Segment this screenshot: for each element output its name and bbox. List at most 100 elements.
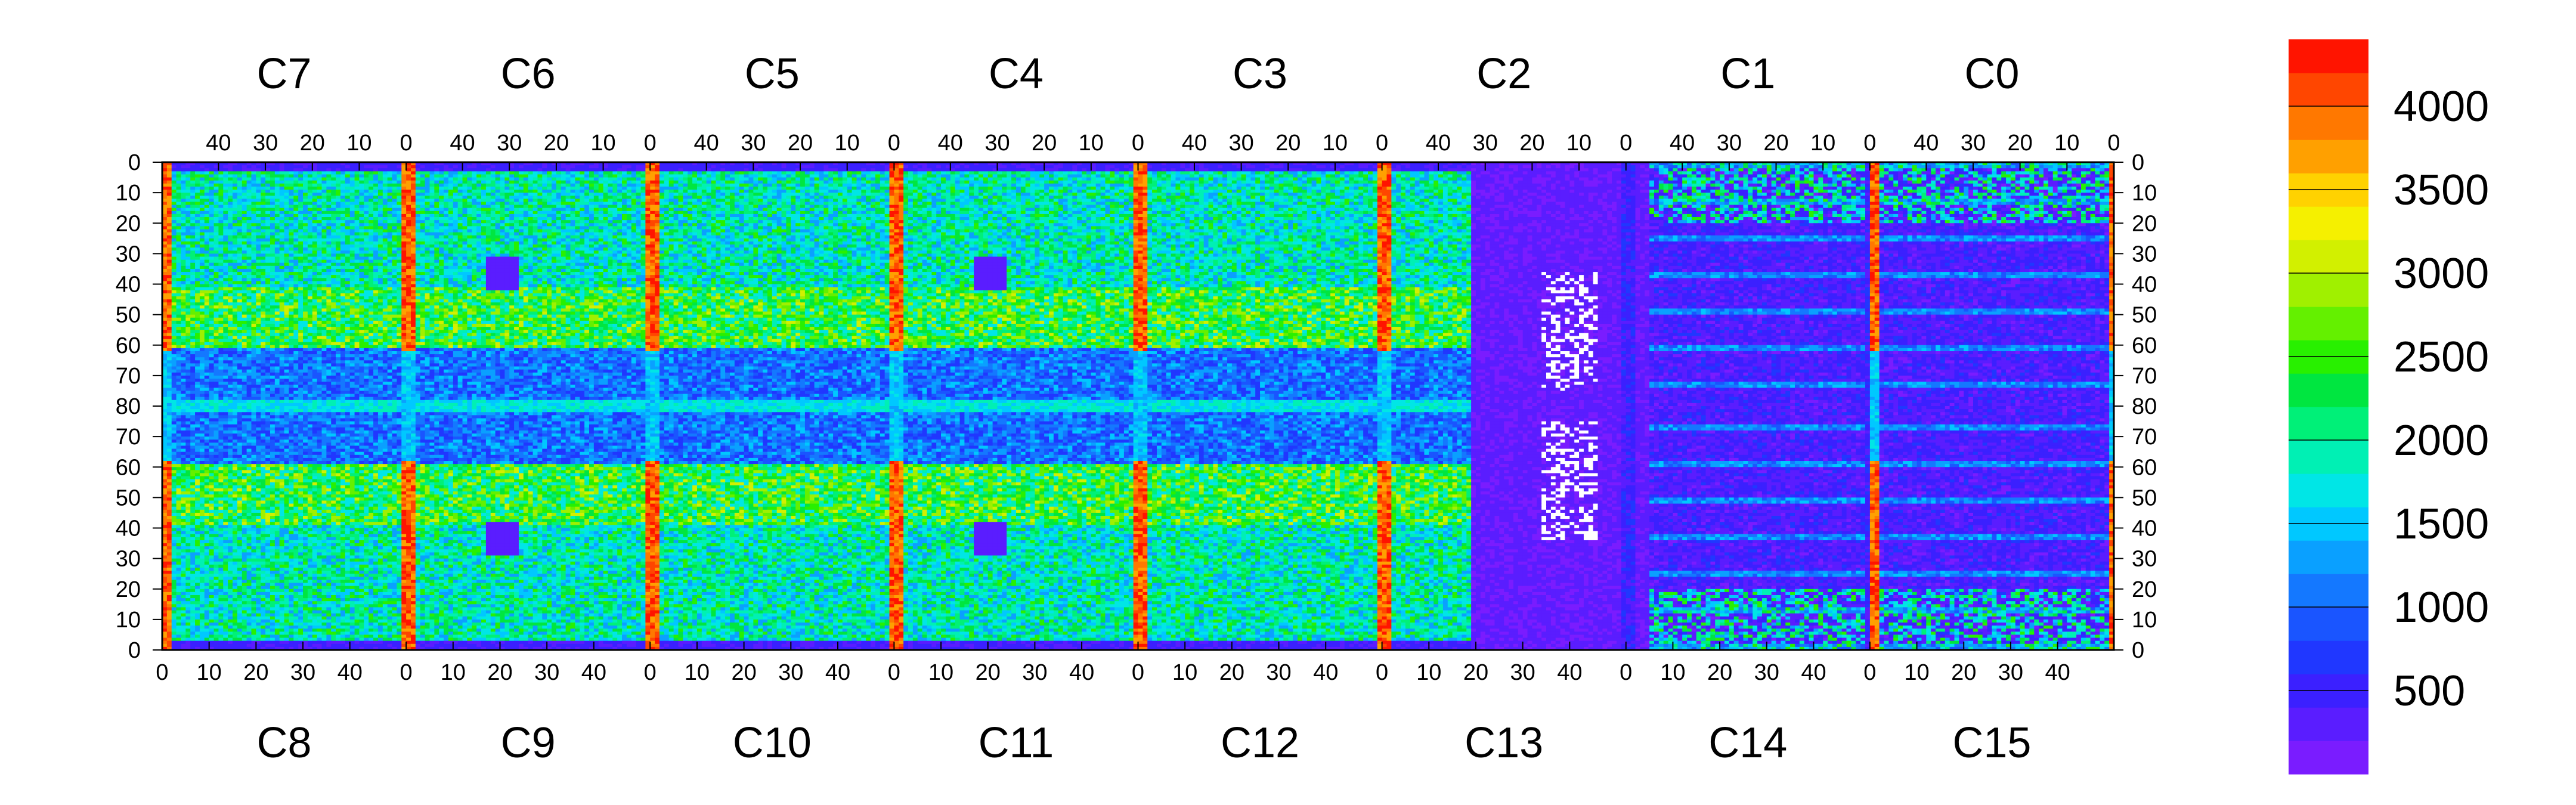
top-x-tick-label: 40	[938, 131, 963, 156]
colorbar-segment	[2289, 140, 2368, 174]
right-y-tick-label: 60	[2132, 333, 2157, 358]
left-y-tick-label: 40	[116, 516, 141, 541]
bottom-x-tick-label: 10	[1904, 660, 1929, 685]
top-x-tick-label: 0	[644, 131, 657, 156]
top-chip-label: C2	[1476, 50, 1531, 98]
top-x-tick-label: 10	[2054, 131, 2079, 156]
bottom-chip-label: C11	[979, 719, 1054, 767]
bottom-chip-label: C10	[733, 719, 812, 767]
right-y-tick-label: 0	[2132, 150, 2144, 175]
top-x-tick-label: 10	[1323, 131, 1348, 156]
bottom-x-tick-label: 30	[1022, 660, 1047, 685]
bottom-x-tick-label: 10	[928, 660, 953, 685]
bottom-x-tick-label: 40	[825, 660, 850, 685]
bottom-x-tick-label: 30	[1510, 660, 1535, 685]
colorbar-segment	[2289, 607, 2368, 641]
bottom-x-tick-label: 30	[1754, 660, 1779, 685]
left-y-tick-label: 0	[128, 150, 141, 175]
right-y-tick-label: 30	[2132, 547, 2157, 572]
bottom-x-tick-label: 20	[1463, 660, 1488, 685]
colorbar-segment	[2289, 240, 2368, 274]
right-y-tick-label: 10	[2132, 608, 2157, 633]
colorbar-tick-label: 2500	[2394, 333, 2489, 381]
bottom-x-tick-label: 0	[1620, 660, 1632, 685]
top-x-tick-label: 20	[544, 131, 569, 156]
left-y-tick-label: 20	[116, 577, 141, 602]
top-x-tick-label: 10	[1810, 131, 1835, 156]
bottom-x-tick-label: 10	[685, 660, 710, 685]
bottom-x-tick-label: 40	[1801, 660, 1826, 685]
left-y-tick-label: 70	[116, 425, 141, 450]
top-x-tick-label: 30	[1961, 131, 1986, 156]
left-y-tick-label: 60	[116, 455, 141, 480]
top-x-tick-label: 20	[1519, 131, 1544, 156]
left-y-tick-label: 70	[116, 364, 141, 389]
bottom-x-tick-label: 20	[243, 660, 268, 685]
left-y-tick-label: 0	[128, 638, 141, 663]
bottom-chip-label: C12	[1221, 719, 1299, 767]
colorbar-segment	[2289, 440, 2368, 474]
left-y-tick-label: 80	[116, 394, 141, 419]
colorbar-segment	[2289, 540, 2368, 574]
colorbar-tick-label: 500	[2394, 667, 2465, 715]
top-x-tick-label: 40	[1670, 131, 1695, 156]
right-y-tick-label: 50	[2132, 303, 2157, 328]
right-y-tick-label: 20	[2132, 211, 2157, 236]
top-chip-label: C7	[257, 50, 312, 98]
left-y-tick-label: 60	[116, 333, 141, 358]
colorbar-tick-label: 3000	[2394, 250, 2489, 298]
top-x-tick-label: 40	[1914, 131, 1939, 156]
top-x-tick-label: 30	[1228, 131, 1253, 156]
top-x-tick-label: 10	[1566, 131, 1592, 156]
bottom-chip-label: C13	[1465, 719, 1543, 767]
colorbar-segment	[2289, 206, 2368, 240]
top-chip-label: C4	[989, 50, 1044, 98]
right-y-tick-label: 70	[2132, 425, 2157, 450]
colorbar-segment	[2289, 741, 2368, 775]
top-x-tick-label: 20	[1763, 131, 1788, 156]
bottom-x-tick-label: 40	[1069, 660, 1094, 685]
bottom-chip-label: C8	[257, 719, 312, 767]
left-y-tick-label: 10	[116, 181, 141, 206]
colorbar-tick-label: 1500	[2394, 500, 2489, 548]
top-chip-label: C6	[501, 50, 556, 98]
bottom-x-tick-label: 0	[644, 660, 657, 685]
right-y-tick-label: 60	[2132, 455, 2157, 480]
left-y-tick-label: 50	[116, 303, 141, 328]
bottom-x-tick-label: 20	[1951, 660, 1976, 685]
bottom-x-tick-label: 20	[976, 660, 1001, 685]
top-chip-label: C5	[745, 50, 800, 98]
top-x-tick-label: 0	[1863, 131, 1876, 156]
colorbar-segment	[2289, 106, 2368, 140]
bottom-x-tick-label: 40	[338, 660, 363, 685]
bottom-x-tick-label: 40	[2045, 660, 2070, 685]
top-x-tick-label: 20	[1275, 131, 1301, 156]
top-x-tick-label: 10	[1079, 131, 1104, 156]
bottom-x-tick-label: 40	[1557, 660, 1582, 685]
left-y-tick-label: 30	[116, 242, 141, 267]
top-x-tick-label: 0	[400, 131, 413, 156]
colorbar-segment	[2289, 407, 2368, 441]
top-x-tick-label: 30	[1473, 131, 1498, 156]
bottom-x-tick-label: 40	[581, 660, 606, 685]
right-y-tick-label: 50	[2132, 485, 2157, 510]
left-y-tick-label: 40	[116, 273, 141, 298]
bottom-x-tick-label: 30	[534, 660, 559, 685]
bottom-x-tick-label: 30	[1998, 660, 2023, 685]
top-x-tick-label: 30	[253, 131, 278, 156]
bottom-x-tick-label: 10	[197, 660, 222, 685]
heatmap-plot-area	[162, 162, 2114, 651]
top-x-tick-label: 0	[1132, 131, 1144, 156]
colorbar-segment	[2289, 373, 2368, 407]
top-x-tick-label: 10	[346, 131, 371, 156]
left-y-tick-label: 10	[116, 608, 141, 633]
bottom-chip-label: C14	[1708, 719, 1787, 767]
colorbar-segment	[2289, 640, 2368, 674]
bottom-x-tick-label: 10	[1660, 660, 1685, 685]
top-x-tick-label: 20	[2008, 131, 2033, 156]
right-y-tick-label: 0	[2132, 638, 2144, 663]
top-x-tick-label: 0	[1376, 131, 1388, 156]
top-x-tick-label: 20	[1032, 131, 1057, 156]
top-x-tick-label: 10	[835, 131, 860, 156]
